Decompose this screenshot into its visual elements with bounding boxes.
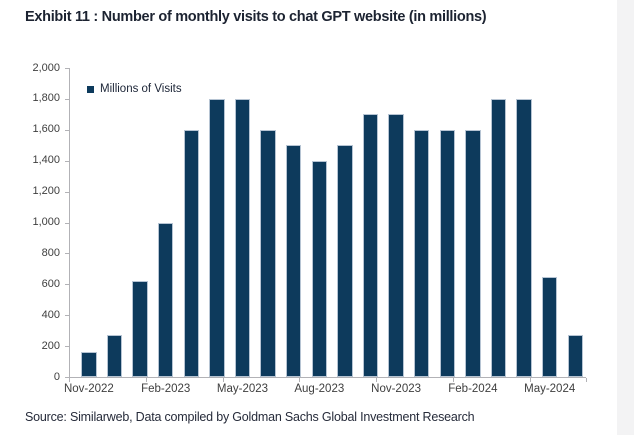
bar-Jul-2023 (285, 145, 302, 377)
x-axis-tick-label: Feb-2023 (141, 383, 191, 395)
y-axis-tick-label: 800 (41, 246, 60, 259)
page-background-strip (617, 0, 634, 435)
x-axis-tick (529, 378, 531, 382)
bar-Dec-2023 (413, 129, 430, 377)
bar-Nov-2023 (388, 114, 404, 377)
bar-Mar-2023 (183, 129, 200, 377)
y-axis-tick-label: 1,600 (32, 123, 60, 136)
x-axis-line (69, 377, 586, 378)
legend-label: Millions of Visits (100, 83, 182, 95)
x-axis-tick-label: Nov-2022 (63, 383, 114, 395)
bar-May-2023 (234, 98, 251, 377)
y-axis-line (69, 68, 70, 377)
x-axis-tick-label: Feb-2024 (448, 383, 498, 395)
y-axis-tick-label: 1,400 (32, 154, 60, 167)
bar-Oct-2023 (362, 114, 379, 377)
x-axis-tick-label: Aug-2023 (294, 383, 345, 395)
bar-Feb-2023 (157, 222, 174, 377)
y-axis-tick (65, 68, 69, 69)
bar-May-2024 (541, 276, 558, 377)
y-axis-tick (65, 160, 69, 162)
x-axis-tick (69, 378, 70, 382)
bar-Apr-2024 (516, 98, 532, 377)
legend-marker-icon (87, 85, 94, 93)
y-axis-tick (65, 191, 69, 193)
x-axis-tick-label: May-2023 (216, 383, 269, 395)
y-axis-tick-label: 1,800 (32, 92, 60, 105)
x-axis-tick-label: Nov-2023 (371, 383, 422, 395)
y-axis-tick-label: 1,200 (32, 185, 60, 198)
y-axis-tick (65, 315, 69, 317)
source-note: Source: Similarweb, Data compiled by Gol… (25, 410, 475, 424)
y-axis-tick (65, 284, 69, 286)
bar-Jan-2024 (439, 129, 456, 377)
y-axis-tick (65, 222, 69, 224)
bar-Aug-2023 (311, 160, 328, 377)
x-axis-tick (299, 378, 301, 382)
bar-Apr-2023 (209, 98, 225, 377)
y-axis-tick (65, 129, 69, 131)
bar-Mar-2024 (490, 98, 507, 377)
legend: Millions of Visits (87, 83, 182, 95)
bar-Feb-2024 (465, 129, 481, 377)
bar-Jun-2023 (260, 129, 276, 377)
bar-Dec-2022 (106, 335, 123, 377)
x-axis-tick (376, 378, 378, 382)
y-axis-tick-label: 200 (41, 339, 60, 352)
y-axis-tick-label: 0 (53, 370, 60, 383)
x-axis-tick (586, 378, 587, 382)
bar-Jan-2023 (132, 281, 148, 377)
x-axis-tick (453, 378, 454, 382)
bar-Sep-2023 (337, 145, 353, 377)
y-axis-tick (65, 377, 69, 378)
y-axis-tick-label: 600 (41, 277, 60, 290)
bar-Jun-2024 (567, 335, 584, 377)
y-axis-tick-label: 400 (41, 308, 60, 321)
y-axis-tick-label: 1,000 (32, 216, 60, 228)
x-axis-tick (222, 378, 224, 382)
y-axis-tick (65, 98, 69, 100)
bar-Nov-2022 (81, 352, 97, 377)
y-axis-tick-label: 2,000 (32, 61, 60, 74)
chart-title: Exhibit 11 : Number of monthly visits to… (25, 9, 487, 25)
bar-chart: 0 200 400 600 800 1,000 1,200 1,400 1,600 1,800 2,… (32, 61, 587, 395)
x-axis-tick (145, 378, 147, 382)
x-axis-tick-label: May-2024 (524, 383, 576, 395)
y-axis-tick (65, 253, 69, 255)
y-axis-tick (65, 346, 69, 348)
